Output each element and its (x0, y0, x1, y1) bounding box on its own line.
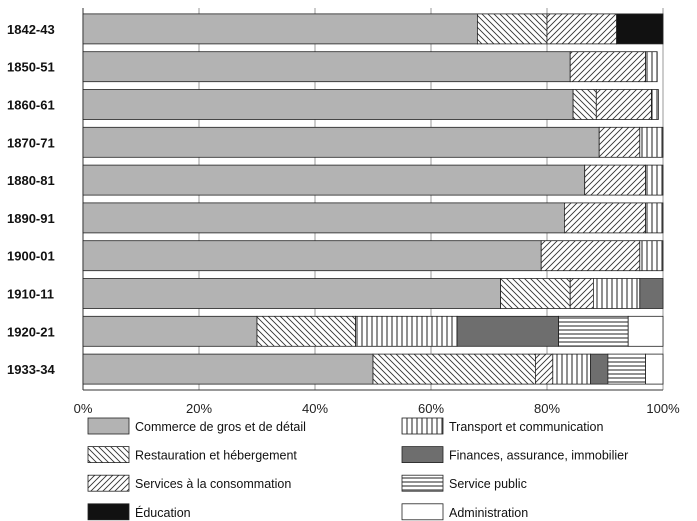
legend-swatch (87, 503, 130, 521)
bar-segment (593, 278, 641, 309)
bar-segment (82, 202, 565, 234)
category-label: 1880-81 (7, 173, 55, 188)
legend-swatch (87, 417, 130, 435)
bar-segment (355, 315, 458, 347)
bar-segment (645, 353, 664, 385)
x-tick-label: 20% (186, 401, 212, 416)
bar-segment (82, 13, 478, 45)
category-label: 1900-01 (7, 249, 55, 264)
legend-label: Services à la consommation (135, 477, 291, 491)
bar-segment (82, 164, 586, 196)
bar-segment (639, 126, 664, 158)
bar-segment (552, 353, 591, 385)
bar-segment (607, 353, 647, 385)
legend-swatch (401, 503, 444, 521)
bar-segment (256, 315, 356, 347)
bar-segment (82, 51, 571, 83)
legend-label: Commerce de gros et de détail (135, 420, 306, 434)
legend-label: Transport et communication (449, 420, 604, 434)
x-tick-label: 100% (646, 401, 680, 416)
x-axis-tick-labels: 0% 20% 40% 60% 80% 100% (74, 401, 680, 416)
x-tick-label: 40% (302, 401, 328, 416)
legend-label: Éducation (135, 505, 191, 520)
legend-swatch (87, 446, 130, 464)
bar-segment (82, 240, 542, 272)
category-label: 1860-61 (7, 98, 55, 113)
category-label: 1920-21 (7, 324, 55, 339)
category-label: 1910-11 (7, 287, 54, 302)
bar-segment (456, 315, 560, 347)
legend-swatch (87, 474, 130, 492)
legend: Commerce de gros et de détail Restauratio… (87, 417, 628, 521)
bar-segment (595, 89, 652, 120)
category-label: 1842-43 (7, 22, 55, 37)
bars (82, 13, 664, 385)
category-label: 1850-51 (7, 60, 55, 75)
bar-segment (82, 126, 600, 158)
bar-segment (645, 51, 658, 83)
legend-label: Service public (449, 477, 527, 491)
bar-segment (616, 13, 664, 45)
bar-segment (639, 240, 664, 272)
bar-segment (500, 278, 571, 309)
x-tick-label: 80% (534, 401, 560, 416)
category-label: 1870-71 (7, 135, 55, 150)
legend-swatch (401, 474, 444, 492)
bar-segment (651, 89, 659, 120)
bar-segment (540, 240, 641, 272)
legend-label: Administration (449, 506, 528, 520)
bar-segment (82, 353, 374, 385)
bar-segment (584, 164, 647, 196)
category-labels: 1842-43 1850-51 1860-61 1870-71 1880-81 1890-… (7, 22, 55, 377)
bar-segment (476, 13, 548, 45)
legend-label: Finances, assurance, immobilier (449, 449, 628, 463)
bar-segment (598, 126, 641, 158)
bar-segment (82, 89, 574, 120)
bar-segment (627, 315, 664, 347)
bar-segment (564, 202, 647, 234)
category-label: 1890-91 (7, 211, 55, 226)
x-tick-label: 0% (74, 401, 93, 416)
bar-segment (535, 353, 554, 385)
bar-segment (569, 51, 647, 83)
bar-segment (639, 278, 664, 309)
bar-segment (372, 353, 536, 385)
bar-segment (546, 13, 617, 45)
bar-segment (82, 315, 258, 347)
bar-segment (558, 315, 629, 347)
category-label: 1933-34 (7, 362, 55, 377)
legend-swatch (401, 446, 444, 464)
bar-segment (82, 278, 502, 309)
legend-label: Restauration et hébergement (135, 449, 297, 463)
bar-segment (590, 353, 609, 385)
x-tick-label: 60% (418, 401, 444, 416)
bar-segment (572, 89, 597, 120)
bar-segment (645, 202, 664, 234)
bar-segment (645, 164, 664, 196)
legend-swatch (401, 417, 444, 435)
bar-segment (569, 278, 594, 309)
